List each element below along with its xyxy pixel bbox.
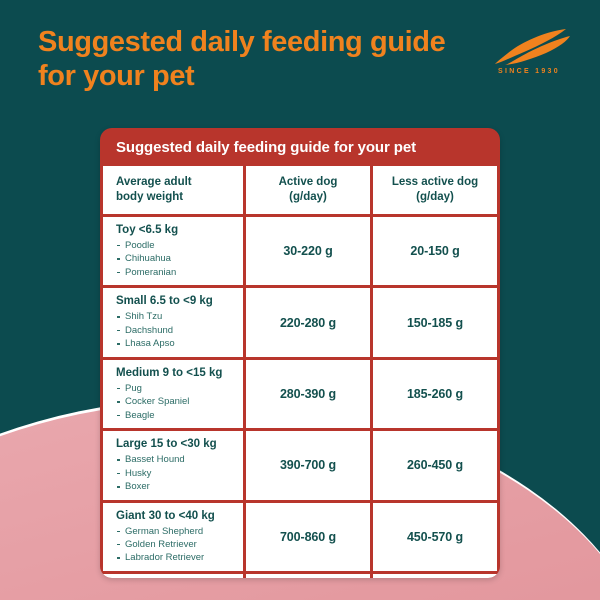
less-active-amount: 185-260 g (406, 386, 464, 401)
table-title: Suggested daily feeding guide for your p… (116, 139, 416, 156)
list-item: Pomeranian (116, 266, 243, 279)
active-amount-cell: 280-390 g (246, 359, 370, 429)
poster-header: Suggested daily feeding guide for your p… (0, 0, 600, 120)
active-amount-cell: 700-860 g (246, 502, 370, 571)
less-active-amount-cell: 20-150 g (373, 217, 497, 286)
weight-class-label: Small 6.5 to <9 kg (116, 295, 213, 308)
table-grid: Average adult body weight Active dog (g/… (103, 166, 497, 578)
weight-class-cell: Small 6.5 to <9 kg Shih Tzu Dachshund Lh… (103, 288, 243, 357)
table-row: Giant 30 to <40 kg German Shepherd Golde… (103, 502, 497, 571)
less-active-amount-cell: 150-185 g (373, 288, 497, 357)
weight-class-label: Toy <6.5 kg (116, 224, 179, 236)
column-header-weight: Average adult body weight (103, 166, 243, 214)
list-item: Poodle (116, 239, 243, 252)
column-header-active: Active dog (g/day) (246, 166, 370, 214)
column-header-less-active-line1: Less active dog (391, 176, 479, 189)
breed-list: Poodle Chihuahua Pomeranian (116, 239, 243, 279)
active-amount: 390-700 g (279, 458, 337, 473)
page-title: Suggested daily feeding guide for your p… (38, 26, 446, 92)
table-row: Large 15 to <30 kg Basset Hound Husky Bo… (103, 431, 497, 500)
list-item: Chihuahua (116, 252, 243, 265)
weight-class-cell: Medium 9 to <15 kg Pug Cocker Spaniel Be… (103, 359, 243, 429)
list-item: Dachshund (116, 324, 243, 337)
table-row: Giant 40 kg + Rottweiler Great Dane Mast… (103, 573, 497, 578)
list-item: Golden Retriever (116, 538, 243, 551)
column-header-active-line1: Active dog (278, 176, 338, 189)
less-active-amount-cell: 260-450 g (373, 431, 497, 500)
less-active-amount: 150-185 g (406, 315, 464, 330)
active-amount: 700-860 g (279, 529, 337, 544)
weight-class-label: Medium 9 to <15 kg (116, 366, 223, 379)
breed-list: Shih Tzu Dachshund Lhasa Apso (116, 310, 243, 350)
less-active-amount: 450-570 g (406, 529, 464, 544)
column-header-weight-line2: body weight (116, 191, 184, 203)
list-item: Shih Tzu (116, 310, 243, 323)
weight-class-label: Large 15 to <30 kg (116, 438, 217, 451)
table-row: Small 6.5 to <9 kg Shih Tzu Dachshund Lh… (103, 288, 497, 357)
active-amount-cell: 390-700 g (246, 431, 370, 500)
breed-list: Pug Cocker Spaniel Beagle (116, 382, 243, 422)
list-item: Pug (116, 382, 243, 395)
weight-class-cell: Giant 40 kg + Rottweiler Great Dane Mast… (103, 573, 243, 578)
less-active-amount-cell: 185-260 g (373, 359, 497, 429)
list-item: Basset Hound (116, 453, 243, 466)
active-amount-cell: 30-220 g (246, 217, 370, 286)
less-active-amount-cell: 570-650 g (373, 573, 497, 578)
weight-class-cell: Toy <6.5 kg Poodle Chihuahua Pomeranian (103, 217, 243, 286)
logo-since-text: SINCE 1930 (498, 68, 560, 75)
column-header-less-active-line2: (g/day) (416, 191, 454, 203)
column-header-weight-line1: Average adult (116, 176, 192, 189)
less-active-amount: 260-450 g (406, 458, 464, 473)
weight-class-label: Giant 30 to <40 kg (116, 509, 215, 522)
breed-list: Basset Hound Husky Boxer (116, 453, 243, 493)
list-item: Beagle (116, 409, 243, 422)
active-amount-cell: 860-970 g (246, 573, 370, 578)
breed-list: German Shepherd Golden Retriever Labrado… (116, 525, 243, 565)
list-item: Lhasa Apso (116, 337, 243, 350)
brand-logo: SINCE 1930 (486, 26, 572, 82)
active-amount-cell: 220-280 g (246, 288, 370, 357)
list-item: Husky (116, 467, 243, 480)
table-header-row: Average adult body weight Active dog (g/… (103, 166, 497, 214)
table-row: Toy <6.5 kg Poodle Chihuahua Pomeranian … (103, 217, 497, 286)
weight-class-cell: Giant 30 to <40 kg German Shepherd Golde… (103, 502, 243, 571)
list-item: Boxer (116, 480, 243, 493)
active-amount: 280-390 g (279, 386, 337, 401)
less-active-amount: 20-150 g (410, 244, 460, 259)
feeding-guide-table: Suggested daily feeding guide for your p… (100, 128, 500, 578)
list-item: Cocker Spaniel (116, 395, 243, 408)
column-header-active-line2: (g/day) (289, 191, 327, 203)
table-row: Medium 9 to <15 kg Pug Cocker Spaniel Be… (103, 359, 497, 429)
active-amount: 30-220 g (283, 244, 333, 259)
active-amount: 220-280 g (279, 315, 337, 330)
less-active-amount-cell: 450-570 g (373, 502, 497, 571)
list-item: Labrador Retriever (116, 551, 243, 564)
flame-leaf-logo-icon (495, 29, 570, 65)
weight-class-cell: Large 15 to <30 kg Basset Hound Husky Bo… (103, 431, 243, 500)
list-item: German Shepherd (116, 525, 243, 538)
column-header-less-active: Less active dog (g/day) (373, 166, 497, 214)
